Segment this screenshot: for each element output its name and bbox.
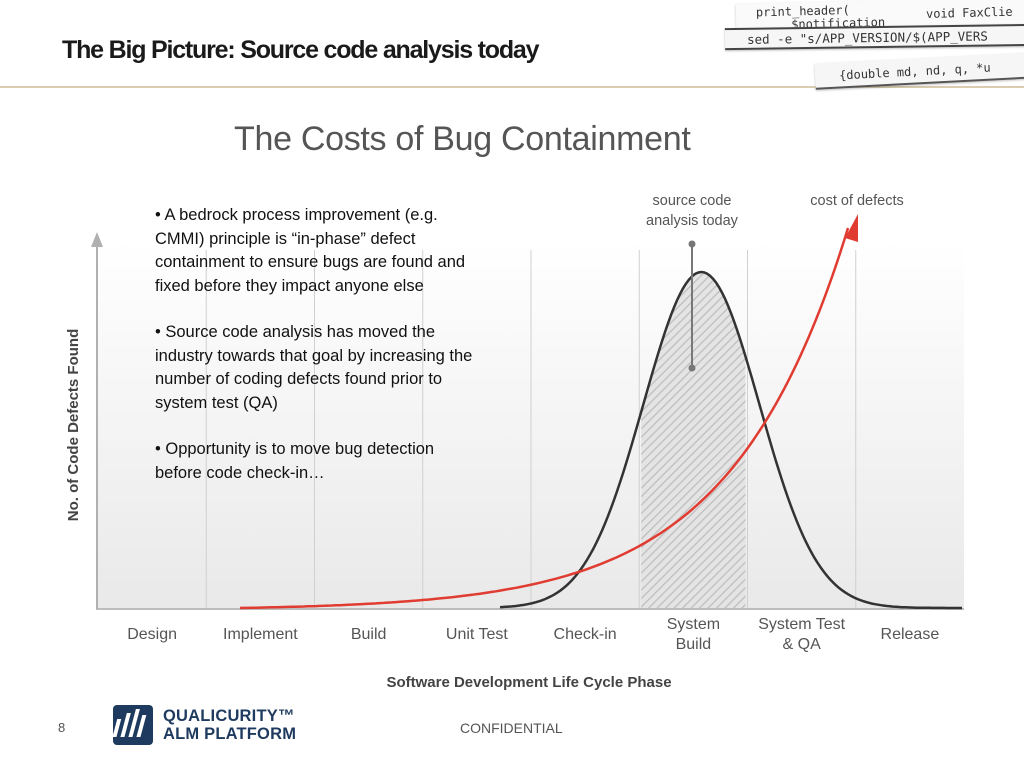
confidential-label: CONFIDENTIAL bbox=[460, 720, 563, 736]
qualicurity-logo-icon bbox=[112, 705, 153, 745]
x-tick-label: Design bbox=[127, 626, 177, 643]
cost-curve-arrowhead bbox=[845, 214, 858, 242]
x-tick-label: Build bbox=[351, 626, 387, 643]
bullet-item: • Opportunity is to move bug detection b… bbox=[155, 440, 435, 482]
slide-title: The Big Picture: Source code analysis to… bbox=[62, 36, 540, 64]
page-number: 8 bbox=[58, 720, 66, 735]
annotation-dot bbox=[688, 240, 696, 248]
bullet-list: • A bedrock process improvement (e.g. CM… bbox=[155, 204, 475, 508]
chart-title: The Costs of Bug Containment bbox=[234, 120, 691, 158]
bullet-item: • A bedrock process improvement (e.g. CM… bbox=[155, 206, 466, 295]
x-tick-label: System Build bbox=[667, 616, 720, 653]
x-axis-label: Software Development Life Cycle Phase bbox=[386, 674, 671, 691]
bullet-item: • Source code analysis has moved the ind… bbox=[155, 323, 473, 412]
annotation-source-code-analysis: source code analysis today bbox=[646, 193, 739, 229]
x-tick-labels: Design Implement Build Unit Test Check-in Sys… bbox=[127, 616, 939, 653]
logo-wordmark: QUALICURITY™ ALM PLATFORM bbox=[163, 707, 296, 743]
x-tick-label: Check-in bbox=[554, 626, 617, 643]
x-tick-label: Implement bbox=[223, 626, 298, 643]
annotation-cost-of-defects: cost of defects bbox=[810, 193, 904, 209]
x-tick-label: Unit Test bbox=[446, 626, 509, 643]
bell-curve-line bbox=[499, 270, 962, 610]
y-axis-arrow bbox=[91, 232, 103, 247]
x-tick-label: Release bbox=[881, 626, 940, 643]
logo-line-2: ALM PLATFORM bbox=[163, 725, 297, 743]
logo-line-1: QUALICURITY™ bbox=[163, 707, 295, 725]
cost-curve-line bbox=[239, 227, 850, 610]
header-divider bbox=[0, 86, 1024, 88]
grid-lines bbox=[205, 250, 857, 608]
y-axis-label: No. of Code Defects Found bbox=[65, 329, 82, 522]
x-tick-label: System Test & QA bbox=[758, 616, 845, 653]
annotation-dot bbox=[688, 364, 696, 372]
